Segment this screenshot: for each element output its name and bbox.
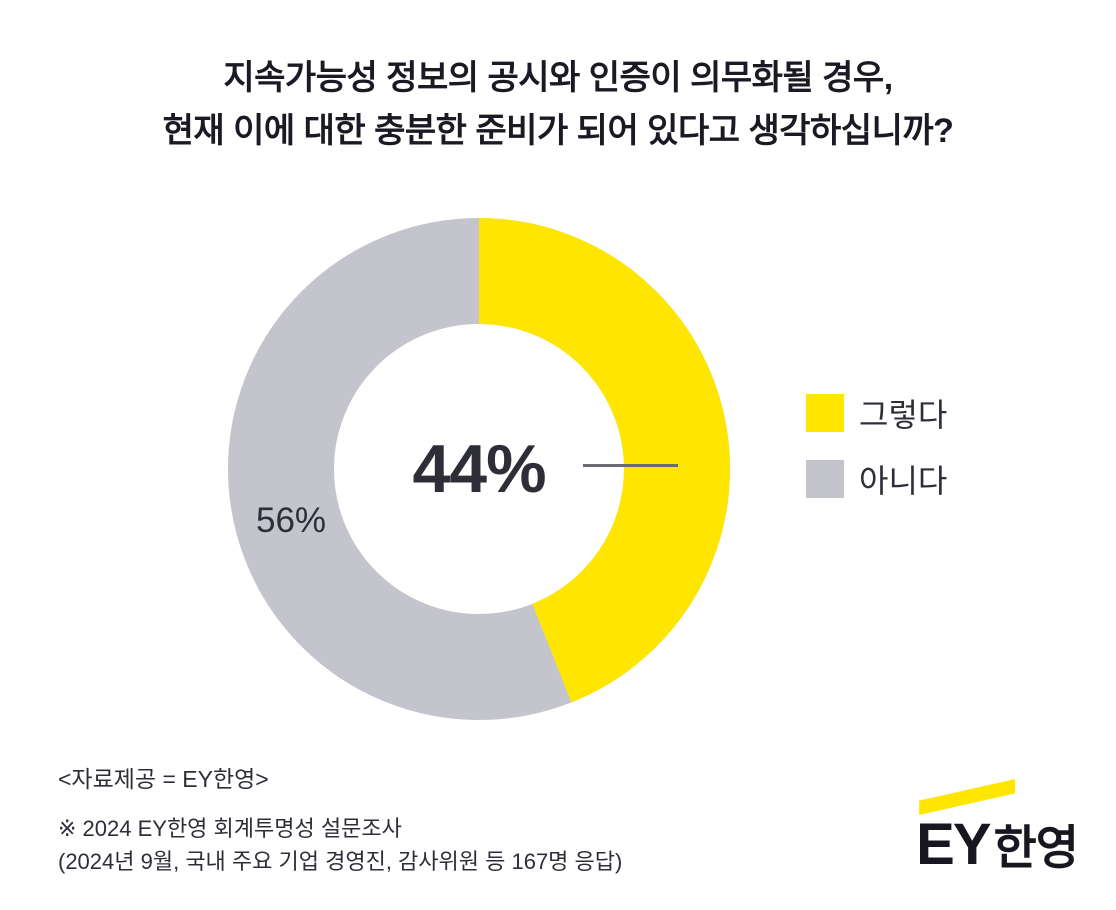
legend-item-yes: 그렇다 (806, 390, 947, 436)
legend-label-yes: 그렇다 (859, 397, 948, 433)
ey-beam-icon (919, 779, 1016, 815)
title-line-1: 지속가능성 정보의 공시와 인증이 의무화될 경우, (223, 59, 893, 97)
survey-note-2: (2024년 9월, 국내 주요 기업 경영진, 감사위원 등 167명 응답) (58, 849, 623, 874)
source-credit: <자료제공 = EY한영> (58, 766, 269, 792)
ey-logo-ey: EY (916, 812, 991, 877)
page-title: 지속가능성 정보의 공시와 인증이 의무화될 경우, 현재 이에 대한 충분한 … (0, 52, 1116, 158)
chart-legend: 그렇다 아니다 (806, 390, 947, 522)
ey-logo-suffix: 한영 (993, 821, 1079, 874)
donut-chart-svg (228, 218, 730, 720)
legend-item-no: 아니다 (806, 456, 947, 502)
legend-label-no: 아니다 (859, 463, 948, 499)
legend-swatch-yellow (806, 394, 844, 432)
donut-segment-yes (228, 218, 730, 720)
gray-segment-value: 56% (256, 501, 327, 540)
source-notes: <자료제공 = EY한영> ※ 2024 EY한영 회계투명성 설문조사 (20… (58, 763, 622, 878)
survey-note-1: ※ 2024 EY한영 회계투명성 설문조사 (58, 816, 402, 841)
ey-logo-text: EY 한영 (916, 812, 1079, 877)
legend-swatch-gray (806, 460, 844, 498)
ey-hanyoung-logo: EY 한영 (916, 779, 1079, 877)
callout-line (583, 464, 678, 467)
donut-chart: 44% 56% (228, 218, 730, 720)
title-line-2: 현재 이에 대한 충분한 준비가 되어 있다고 생각하십니까? (162, 112, 954, 150)
